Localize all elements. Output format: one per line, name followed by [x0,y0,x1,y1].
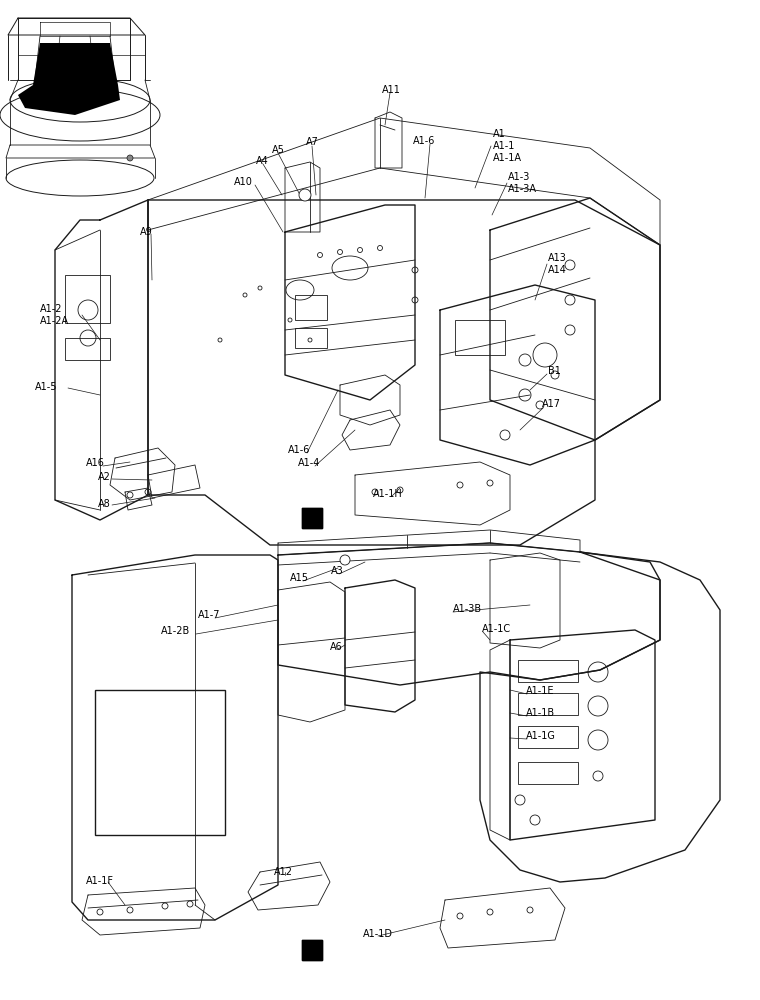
Text: A16: A16 [86,458,105,468]
Text: A1-1B: A1-1B [526,708,555,718]
Polygon shape [18,85,120,115]
Circle shape [127,155,133,161]
Text: A10: A10 [234,177,253,187]
Bar [65,275,110,323]
Circle shape [299,189,311,201]
Text: A8: A8 [98,499,111,509]
Text: A1-5: A1-5 [35,382,58,392]
Text: A3: A3 [331,566,344,576]
Text: A1-6: A1-6 [288,445,310,455]
Text: A2: A2 [98,472,111,482]
Text: A1-1C: A1-1C [482,624,511,634]
Text: A14: A14 [548,265,567,275]
Circle shape [340,555,350,565]
Text: A1-3A: A1-3A [508,184,537,194]
Bar [518,726,578,748]
Bar [518,660,578,682]
Text: A1-2: A1-2 [40,304,62,314]
Text: A1-1H: A1-1H [373,489,403,499]
Text: A1-3B: A1-3B [453,604,482,614]
Text: A1-6: A1-6 [413,136,435,146]
Polygon shape [302,940,322,960]
Text: A6: A6 [330,642,343,652]
Bar [295,328,327,348]
Text: A1-4: A1-4 [298,458,321,468]
Bar [65,338,110,360]
Text: A9: A9 [140,227,153,237]
Text: A1-2B: A1-2B [161,626,190,636]
Text: A1-7: A1-7 [198,610,220,620]
Text: B1: B1 [548,366,561,376]
Text: A1-2A: A1-2A [40,316,69,326]
Text: A12: A12 [274,867,293,877]
Text: A1-1F: A1-1F [86,876,114,886]
Bar [295,295,327,320]
Text: A11: A11 [382,85,401,95]
Text: A4: A4 [256,156,269,166]
Text: A15: A15 [290,573,309,583]
Bar [95,690,225,835]
Text: A7: A7 [306,137,319,147]
Text: A1: A1 [493,129,505,139]
Text: A17: A17 [542,399,561,409]
Text: A1-1G: A1-1G [526,731,556,741]
Text: A5: A5 [272,145,285,155]
Bar [518,762,578,784]
Text: A13: A13 [548,253,567,263]
Bar [518,693,578,715]
Polygon shape [302,508,322,528]
Bar [455,320,505,355]
Text: A1-1A: A1-1A [493,153,522,163]
Text: A1-1E: A1-1E [526,686,555,696]
Polygon shape [33,43,118,85]
Text: A1-1D: A1-1D [363,929,393,939]
Text: A1-3: A1-3 [508,172,530,182]
Text: A1-1: A1-1 [493,141,515,151]
